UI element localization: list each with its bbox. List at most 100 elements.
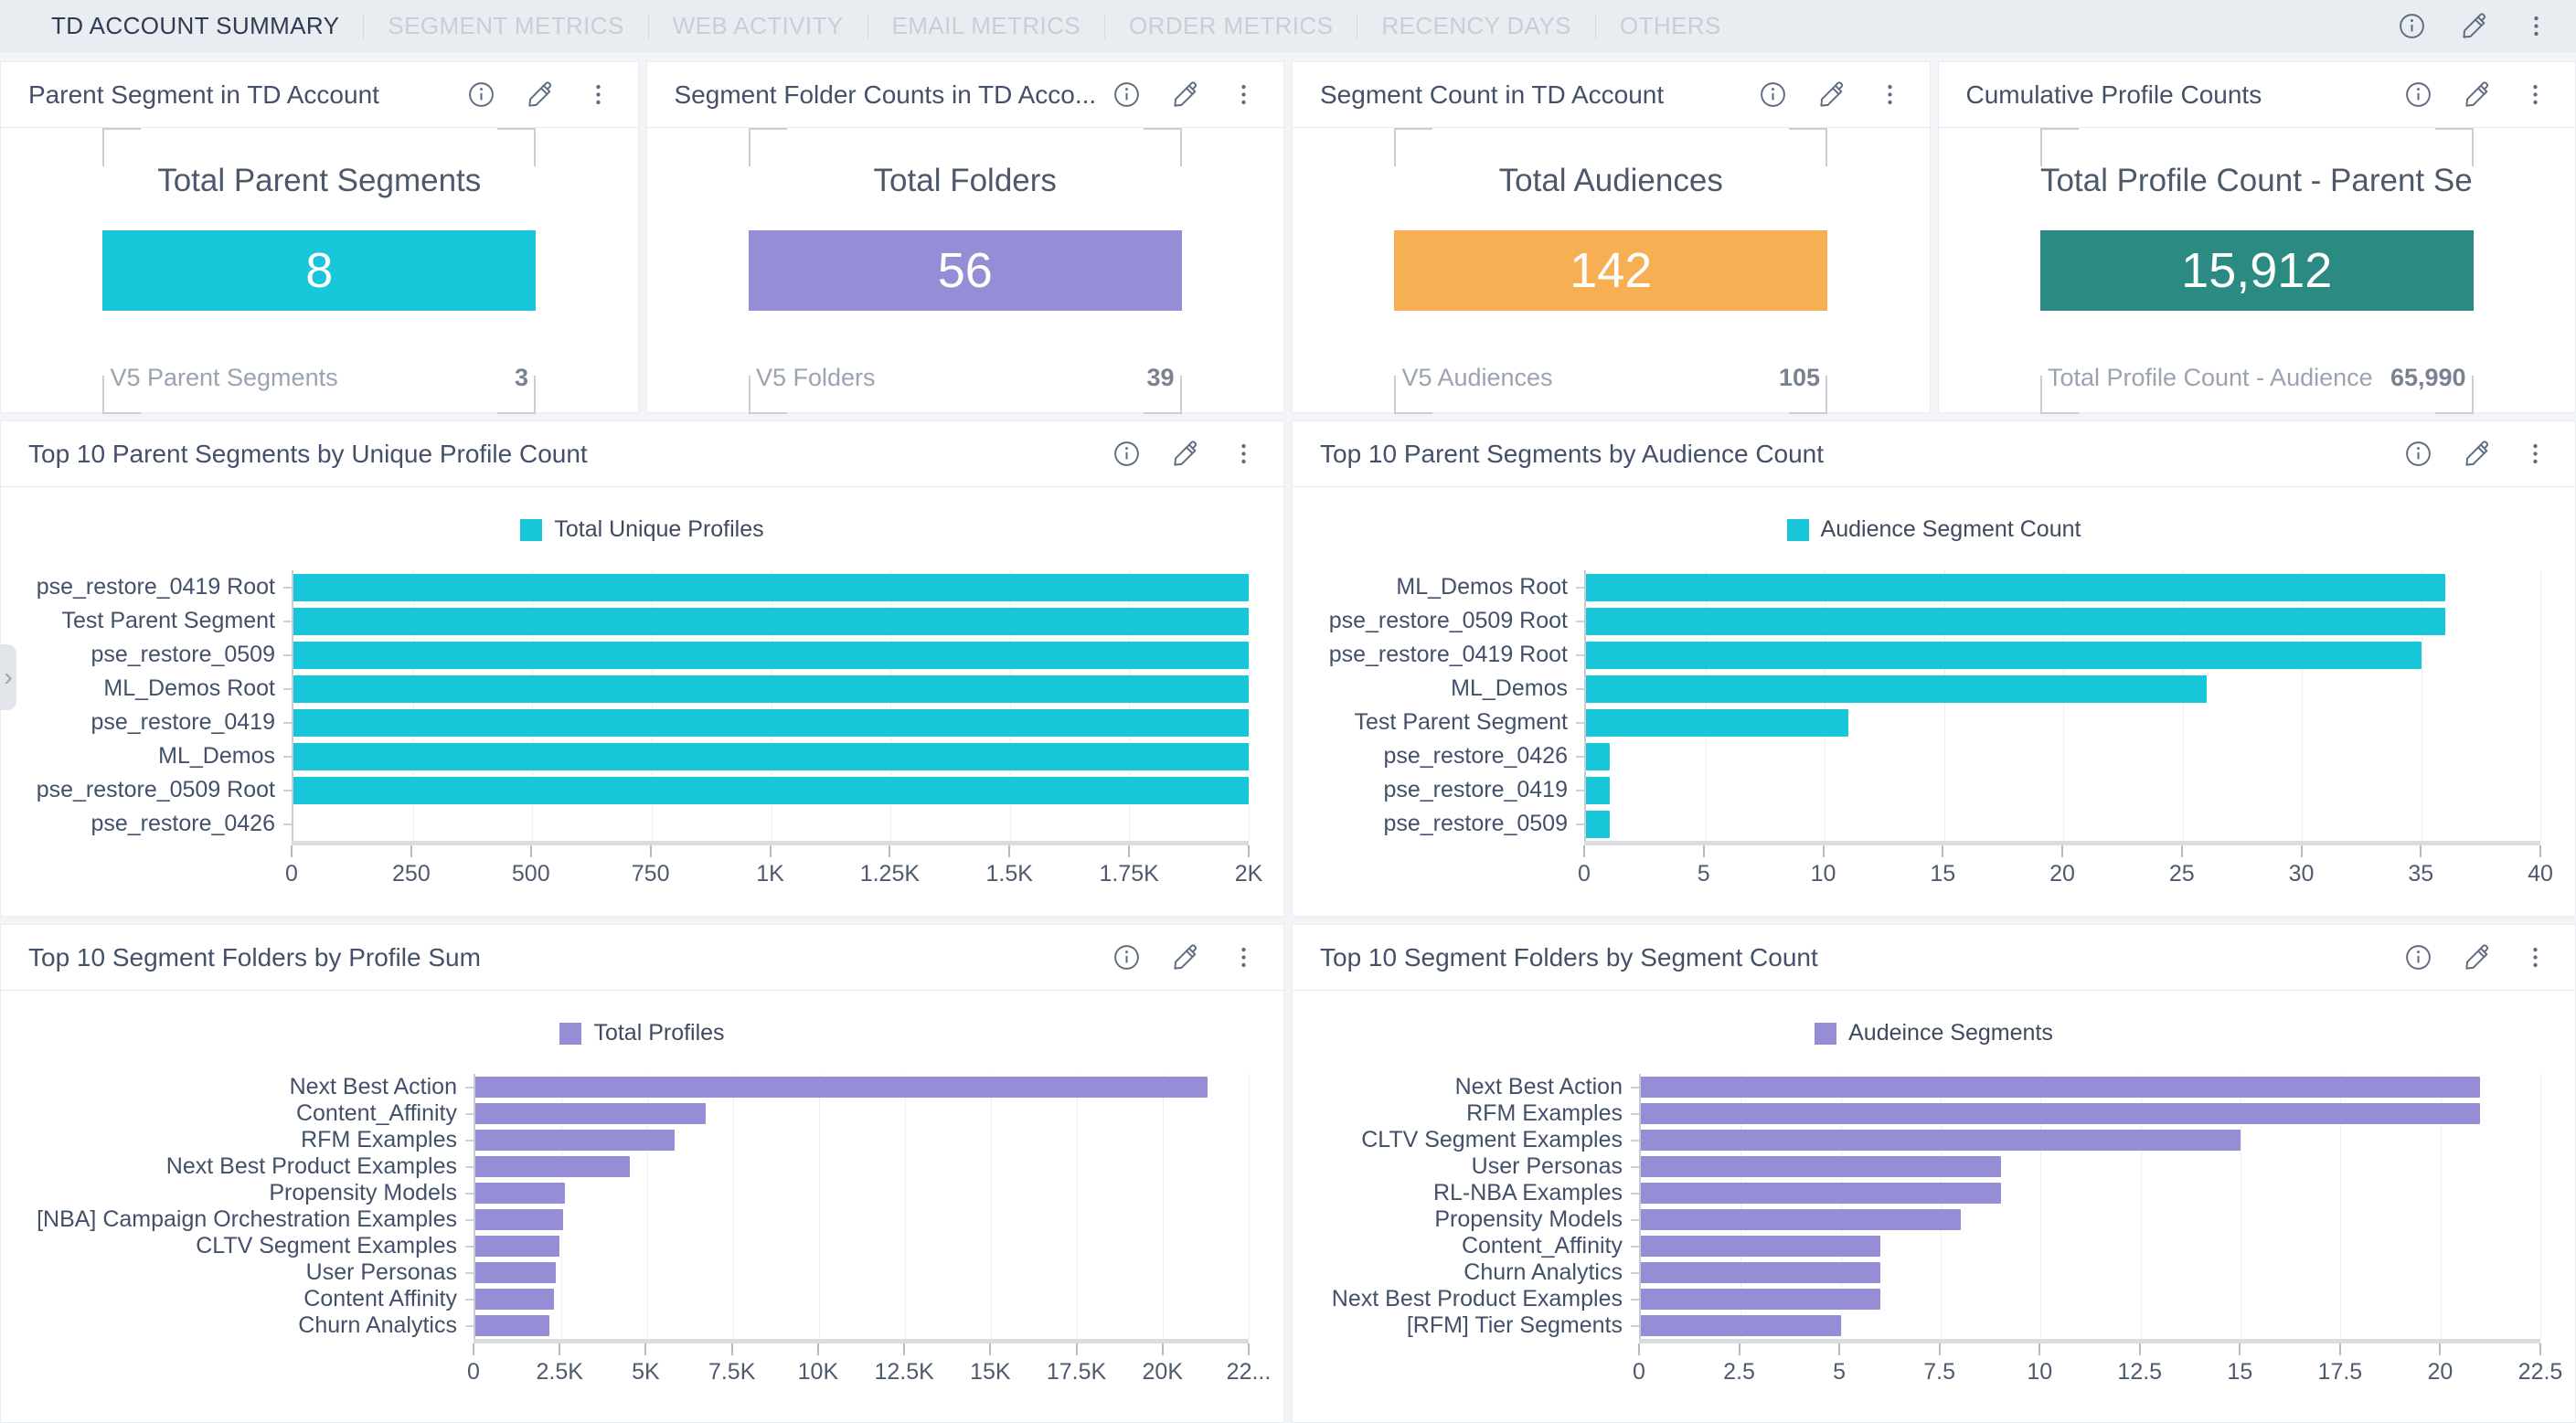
- nav-tab[interactable]: EMAIL METRICS: [891, 12, 1081, 39]
- bar[interactable]: [475, 1077, 1208, 1098]
- kpi-footer: V5 Audiences 105: [1394, 364, 1827, 392]
- bar-track: [475, 1180, 1249, 1206]
- bar[interactable]: [1641, 1262, 1881, 1283]
- kebab-menu-icon[interactable]: [2523, 441, 2548, 466]
- bar[interactable]: [1641, 1077, 2481, 1098]
- kpi-footer-value: 3: [515, 364, 529, 391]
- category-tick-mark: [465, 1139, 474, 1142]
- bar[interactable]: [1586, 776, 1611, 804]
- bar[interactable]: [475, 1209, 563, 1230]
- bar[interactable]: [293, 708, 1249, 737]
- tab-separator: [647, 13, 649, 39]
- edit-icon[interactable]: [2464, 80, 2492, 109]
- bar[interactable]: [293, 674, 1249, 703]
- bar[interactable]: [1641, 1103, 2481, 1124]
- nav-tab[interactable]: ORDER METRICS: [1129, 12, 1334, 39]
- kpi-value: 15,912: [2181, 243, 2333, 298]
- bar[interactable]: [1586, 674, 2207, 703]
- bar[interactable]: [1586, 742, 1611, 770]
- kebab-menu-icon[interactable]: [2523, 945, 2548, 970]
- nav-tab[interactable]: OTHERS: [1619, 12, 1721, 39]
- x-tick-mark: [644, 1343, 647, 1355]
- bar[interactable]: [475, 1130, 676, 1151]
- bar[interactable]: [1641, 1209, 1961, 1230]
- edit-icon[interactable]: [2464, 440, 2492, 468]
- info-icon[interactable]: [1112, 80, 1141, 109]
- nav-tab[interactable]: TD ACCOUNT SUMMARY: [51, 12, 340, 39]
- edit-icon[interactable]: [1172, 80, 1200, 109]
- bar[interactable]: [1586, 810, 1611, 838]
- category-tick-mark: [465, 1218, 474, 1221]
- dashboard-grid: Parent Segment in TD Account Total Paren…: [0, 61, 2576, 1423]
- bar[interactable]: [475, 1236, 560, 1257]
- bar[interactable]: [1641, 1289, 1881, 1310]
- bar[interactable]: [1641, 1183, 2001, 1204]
- bar[interactable]: [293, 607, 1249, 635]
- info-icon[interactable]: [2404, 80, 2432, 109]
- x-tick-mark: [473, 1343, 474, 1355]
- bar[interactable]: [1586, 641, 2422, 669]
- category-tick: pse_restore_0509 Root: [1, 773, 292, 807]
- bar[interactable]: [475, 1156, 631, 1177]
- info-icon[interactable]: [2398, 12, 2426, 40]
- x-tick-mark: [816, 1343, 819, 1355]
- info-icon[interactable]: [2404, 440, 2432, 468]
- edit-icon[interactable]: [527, 80, 555, 109]
- category-label: User Personas: [1471, 1153, 1623, 1179]
- info-icon[interactable]: [2404, 943, 2432, 972]
- edit-icon[interactable]: [1818, 80, 1847, 109]
- bar[interactable]: [475, 1183, 565, 1204]
- left-flyout-handle[interactable]: ›: [0, 644, 16, 710]
- nav-tab[interactable]: SEGMENT METRICS: [388, 12, 624, 39]
- nav-tab[interactable]: WEB ACTIVITY: [672, 12, 844, 39]
- chart-row-2: Top 10 Segment Folders by Profile Sum To…: [0, 924, 2576, 1423]
- category-tick: CLTV Segment Examples: [1293, 1127, 1639, 1153]
- category-axis: pse_restore_0419 Root Test Parent Segment…: [1, 570, 292, 891]
- x-tick-mark: [1838, 1343, 1841, 1355]
- info-icon[interactable]: [1759, 80, 1787, 109]
- kpi-panel: Cumulative Profile Counts Total Profile …: [1937, 61, 2576, 414]
- x-tick-label: 0: [1578, 861, 1591, 887]
- bar[interactable]: [475, 1315, 549, 1336]
- plot-area: [1639, 1074, 2541, 1339]
- nav-tab[interactable]: RECENCY DAYS: [1381, 12, 1571, 39]
- bar[interactable]: [475, 1103, 706, 1124]
- bar[interactable]: [1641, 1130, 2241, 1151]
- bar[interactable]: [1641, 1315, 1841, 1336]
- bar[interactable]: [293, 776, 1249, 804]
- edit-icon[interactable]: [1172, 440, 1200, 468]
- x-tick-label: 12.5: [2117, 1359, 2163, 1385]
- bar[interactable]: [1586, 573, 2445, 601]
- kebab-menu-icon[interactable]: [1878, 82, 1902, 107]
- bar[interactable]: [1586, 607, 2445, 635]
- category-tick: [RFM] Tier Segments: [1293, 1312, 1639, 1339]
- bar[interactable]: [475, 1289, 555, 1310]
- info-icon[interactable]: [1112, 943, 1141, 972]
- edit-icon[interactable]: [1172, 943, 1200, 972]
- plot-area: [292, 570, 1250, 841]
- x-tick-label: 2K: [1234, 861, 1263, 887]
- kebab-menu-icon[interactable]: [1231, 82, 1256, 107]
- bar[interactable]: [1641, 1156, 2001, 1177]
- bar[interactable]: [1641, 1236, 1881, 1257]
- kebab-menu-icon[interactable]: [2523, 82, 2548, 107]
- bar-track: [475, 1206, 1249, 1233]
- kebab-menu-icon[interactable]: [1231, 945, 1256, 970]
- info-icon[interactable]: [1112, 440, 1141, 468]
- bar[interactable]: [1586, 708, 1849, 737]
- edit-icon[interactable]: [2461, 12, 2489, 40]
- card-corner: [2039, 376, 2079, 414]
- panel-header: Top 10 Segment Folders by Segment Count: [1293, 925, 2575, 991]
- kebab-menu-icon[interactable]: [586, 82, 611, 107]
- x-tick-mark: [903, 1343, 906, 1355]
- kebab-menu-icon[interactable]: [2524, 14, 2549, 38]
- kebab-menu-icon[interactable]: [1231, 441, 1256, 466]
- bar[interactable]: [293, 742, 1249, 770]
- edit-icon[interactable]: [2464, 943, 2492, 972]
- gridline: [651, 570, 653, 841]
- bar[interactable]: [293, 641, 1249, 669]
- info-icon[interactable]: [467, 80, 495, 109]
- bar[interactable]: [293, 573, 1249, 601]
- bar[interactable]: [475, 1262, 557, 1283]
- x-tick-mark: [1702, 845, 1705, 857]
